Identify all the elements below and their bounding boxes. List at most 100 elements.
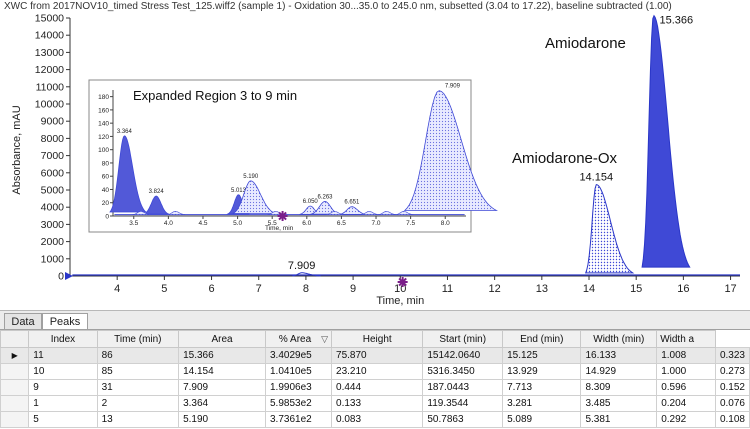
inset-x-tick-label: 3.5: [129, 220, 138, 227]
inset-y-tick-label: 80: [102, 160, 110, 167]
inset-y-tick-label: 180: [98, 94, 109, 101]
table-cell: 3.364: [178, 395, 266, 412]
table-cell: 2: [96, 395, 180, 412]
col-header-height[interactable]: Height: [331, 330, 424, 348]
table-cell: 13.929: [502, 363, 582, 380]
x-tick-label: 13: [536, 283, 548, 295]
table-row[interactable]: 9 31 7.909 1.9906e3 0.444 187.0443 7.713 8.309 0…: [0, 379, 750, 396]
peak-trace: [292, 272, 321, 277]
table-cell: 23.210: [331, 363, 424, 380]
table-body: ▶ 11 86 15.366 3.4029e5 75.870 15142.0640 15.12…: [0, 347, 750, 428]
inset-minor-bump: [132, 211, 151, 215]
inset-peak-label: 7.909: [445, 84, 461, 90]
table-row[interactable]: ▶ 11 86 15.366 3.4029e5 75.870 15142.0640 15.12…: [0, 347, 750, 364]
table-cell: 5316.3450: [422, 363, 504, 380]
y-tick-label: 4000: [41, 202, 65, 214]
x-tick-label: 14: [583, 283, 595, 295]
inset-peak: [403, 90, 499, 211]
inset-minor-bump: [395, 211, 414, 215]
row-id-cell: 5: [28, 411, 98, 428]
row-selector[interactable]: [0, 379, 30, 396]
y-tick-label: 7000: [41, 150, 65, 162]
table-cell: 7.713: [502, 379, 582, 396]
table-row[interactable]: 5 13 5.190 3.7361e2 0.083 50.7863 5.089 5.381 0.…: [0, 411, 750, 428]
table-cell: 7.909: [178, 379, 266, 396]
table-row[interactable]: 1 2 3.364 5.9853e2 0.133 119.3544 3.281 3.485 0.…: [0, 395, 750, 412]
peak-label: 7.909: [288, 260, 316, 272]
table-cell: 0.444: [331, 379, 424, 396]
table-cell: 15.366: [178, 347, 266, 364]
y-tick-label: 8000: [41, 133, 65, 145]
table-cell: 3.4029e5: [264, 347, 333, 364]
inset-x-axis-title: Time, min: [265, 225, 294, 232]
table-cell: 75.870: [331, 347, 424, 364]
inset-y-tick-label: 120: [98, 134, 109, 141]
col-header-area[interactable]: Area: [178, 330, 266, 348]
amiodarone-ox-label: Amiodarone-Ox: [512, 150, 618, 167]
sort-indicator-icon: ▽: [321, 333, 329, 344]
chromatogram-chart[interactable]: XWC from 2017NOV10_timed Stress Test_125…: [0, 0, 750, 310]
inset-x-tick-label: 4.0: [164, 220, 173, 227]
tab-peaks[interactable]: Peaks: [42, 313, 88, 331]
y-tick-label: 0: [58, 271, 64, 283]
row-selector[interactable]: ▶: [0, 347, 30, 364]
x-tick-label: 5: [161, 283, 167, 295]
inset-x-tick-label: 5.0: [233, 220, 242, 227]
inset-peak: [339, 206, 367, 215]
table-cell: 14.929: [580, 363, 658, 380]
inset-minor-bump: [326, 211, 345, 215]
row-selector[interactable]: [0, 363, 30, 380]
table-cell: 1.000: [656, 363, 716, 380]
table-cell: 0.323: [714, 347, 750, 364]
col-header-end[interactable]: End (min): [502, 330, 582, 348]
table-cell: 5.089: [502, 411, 582, 428]
x-tick-label: 12: [489, 283, 501, 295]
inset-peak-label: 5.013: [231, 188, 247, 194]
peaks-table-container[interactable]: Index Time (min) Area % Area ▽ Height St…: [0, 329, 750, 429]
inset-peak: [109, 135, 147, 213]
row-selector[interactable]: [0, 395, 30, 412]
table-cell: 5.190: [178, 411, 266, 428]
y-tick-label: 15000: [35, 13, 64, 25]
inset-y-tick-label: 140: [98, 121, 109, 128]
inset-y-tick-label: 20: [102, 200, 110, 207]
row-selector[interactable]: [0, 411, 30, 428]
table-cell: 0.108: [714, 411, 750, 428]
col-header-width-a[interactable]: Width a: [656, 330, 716, 348]
peak-label: 14.154: [579, 172, 613, 184]
inset-y-tick-label: 60: [102, 174, 110, 181]
table-cell: 1.9906e3: [264, 379, 333, 396]
inset-peak-label: 6.050: [303, 199, 319, 205]
table-cell: 14.154: [178, 363, 266, 380]
inset-peak-label: 3.824: [149, 189, 165, 195]
peaks-table: Index Time (min) Area % Area ▽ Height St…: [0, 330, 750, 428]
table-cell: 5.381: [580, 411, 658, 428]
col-header-start[interactable]: Start (min): [422, 330, 504, 348]
inset-x-tick-label: 6.0: [302, 220, 311, 227]
col-header-width[interactable]: Width (min): [580, 330, 658, 348]
y-tick-label: 14000: [35, 30, 64, 42]
inset-marker-star-icon: [277, 211, 288, 221]
table-cell: 1.008: [656, 347, 716, 364]
table-cell: 5.9853e2: [264, 395, 333, 412]
amiodarone-label: Amiodarone: [545, 35, 626, 52]
table-cell: 3.281: [502, 395, 582, 412]
row-id-cell: 1: [28, 395, 98, 412]
col-header-time[interactable]: Time (min): [96, 330, 180, 348]
inset-y-tick-label: 0: [105, 214, 109, 221]
table-cell: 31: [96, 379, 180, 396]
peak-label: 15.366: [659, 15, 693, 27]
col-header-index[interactable]: Index: [28, 330, 98, 348]
x-tick-label: 11: [442, 283, 453, 295]
table-cell: 0.273: [714, 363, 750, 380]
tab-bar: Data Peaks: [0, 310, 750, 331]
row-id-cell: 10: [28, 363, 98, 380]
table-row[interactable]: 10 85 14.154 1.0410e5 23.210 5316.3450 13.929 1…: [0, 363, 750, 380]
inset-minor-bump: [166, 211, 186, 215]
table-cell: 16.133: [580, 347, 658, 364]
y-tick-label: 5000: [41, 185, 65, 197]
y-tick-label: 9000: [41, 116, 65, 128]
y-tick-label: 10000: [35, 99, 64, 111]
table-cell: 1.0410e5: [264, 363, 333, 380]
col-header-pct-area[interactable]: % Area ▽: [264, 330, 333, 348]
